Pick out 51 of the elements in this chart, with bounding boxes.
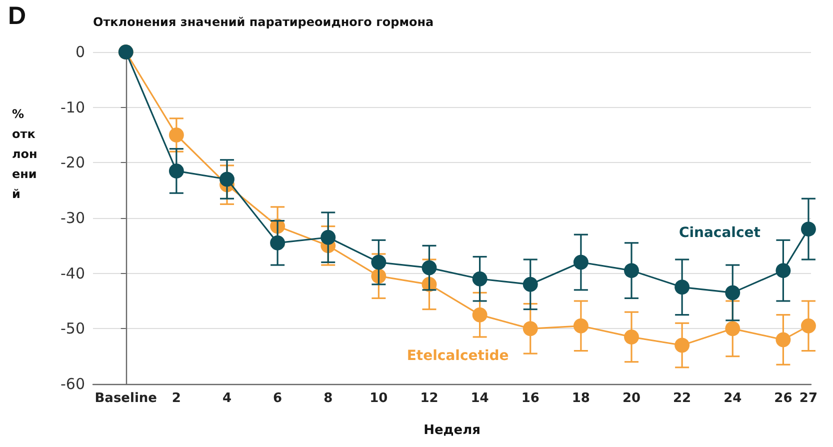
point bbox=[624, 263, 639, 278]
text: Cinacalcet bbox=[678, 225, 761, 242]
x-tick-label: 22 bbox=[673, 391, 692, 406]
x-tick-label: 12 bbox=[420, 391, 438, 406]
series-label: Etelcalcetide bbox=[406, 348, 509, 364]
point bbox=[472, 307, 488, 322]
y-tick-label: -10 bbox=[60, 98, 85, 116]
chart-title: Отклонения значений паратиреоидного гормона bbox=[93, 15, 434, 29]
x-tick-label: 24 bbox=[724, 391, 742, 406]
y-tick-label: -30 bbox=[60, 209, 85, 227]
point bbox=[800, 318, 816, 334]
y-tick-label: -40 bbox=[60, 264, 85, 282]
point bbox=[573, 254, 588, 270]
point bbox=[776, 332, 791, 348]
point bbox=[522, 276, 538, 292]
x-tick-label: 10 bbox=[370, 391, 388, 406]
x-tick-label: 14 bbox=[470, 391, 489, 406]
x-tick-label: 2 bbox=[172, 391, 181, 406]
point bbox=[725, 321, 740, 336]
point bbox=[422, 260, 437, 276]
point bbox=[776, 263, 791, 278]
point bbox=[573, 318, 588, 334]
point bbox=[674, 338, 690, 353]
point bbox=[674, 280, 690, 295]
x-tick-label: 27 bbox=[799, 391, 818, 406]
point bbox=[270, 235, 286, 250]
x-tick-label: Baseline bbox=[94, 391, 158, 406]
x-tick-label: 8 bbox=[324, 391, 333, 406]
x-tick-label: 26 bbox=[774, 391, 792, 406]
x-axis-title: Неделя bbox=[424, 423, 480, 438]
y-tick-label: 0 bbox=[75, 43, 85, 61]
point bbox=[624, 329, 639, 344]
point bbox=[725, 285, 740, 300]
text: D bbox=[8, 2, 26, 31]
x-tick-label: 18 bbox=[572, 391, 590, 406]
point bbox=[320, 230, 336, 245]
y-tick-label: -20 bbox=[60, 154, 85, 172]
y-axis-title: % отклонений bbox=[12, 106, 38, 203]
point bbox=[168, 128, 184, 142]
x-tick-label: 20 bbox=[622, 391, 641, 406]
point bbox=[220, 172, 234, 187]
y-tick-label: -60 bbox=[60, 375, 85, 393]
point bbox=[522, 321, 538, 336]
x-tick-label: 4 bbox=[222, 391, 232, 406]
point bbox=[371, 254, 386, 270]
point bbox=[800, 222, 816, 237]
y-tick-label: -50 bbox=[60, 320, 85, 338]
point bbox=[472, 271, 488, 286]
x-tick-label: 6 bbox=[273, 391, 282, 406]
point bbox=[168, 163, 184, 178]
x-tick-label: 16 bbox=[521, 391, 540, 406]
